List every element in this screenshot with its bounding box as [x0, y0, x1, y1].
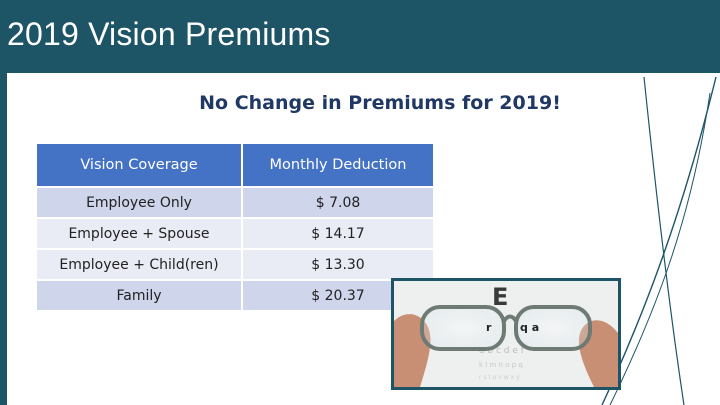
table-header-row: Vision Coverage Monthly Deduction: [37, 144, 433, 186]
title-bar: 2019 Vision Premiums: [0, 0, 720, 73]
coverage-cell: Employee + Spouse: [37, 217, 241, 248]
slide-title: 2019 Vision Premiums: [7, 16, 331, 52]
svg-text:q a: q a: [520, 321, 539, 334]
eyeglasses-photo: E a b c d e f k l m n o p q r s t u v w …: [391, 278, 621, 390]
table-row: Employee + Spouse $ 14.17: [37, 217, 433, 248]
deduction-cell: $ 13.30: [241, 248, 433, 279]
coverage-cell: Employee Only: [37, 186, 241, 217]
slide-subtitle: No Change in Premiums for 2019!: [199, 92, 561, 114]
svg-text:a b c d e f: a b c d e f: [479, 346, 525, 356]
premiums-table: Vision Coverage Monthly Deduction Employ…: [37, 144, 433, 310]
table-row: Family $ 20.37: [37, 279, 433, 310]
header-vision-coverage: Vision Coverage: [37, 144, 241, 186]
svg-text:E: E: [492, 283, 508, 311]
coverage-cell: Employee + Child(ren): [37, 248, 241, 279]
deduction-cell: $ 14.17: [241, 217, 433, 248]
deduction-cell: $ 7.08: [241, 186, 433, 217]
coverage-cell: Family: [37, 279, 241, 310]
header-monthly-deduction: Monthly Deduction: [241, 144, 433, 186]
table-row: Employee Only $ 7.08: [37, 186, 433, 217]
table-row: Employee + Child(ren) $ 13.30: [37, 248, 433, 279]
left-accent-bar: [0, 73, 7, 405]
svg-text:r: r: [486, 321, 492, 334]
svg-text:k l m n o p q: k l m n o p q: [479, 361, 523, 369]
svg-text:r s t u v w x y: r s t u v w x y: [479, 374, 520, 381]
